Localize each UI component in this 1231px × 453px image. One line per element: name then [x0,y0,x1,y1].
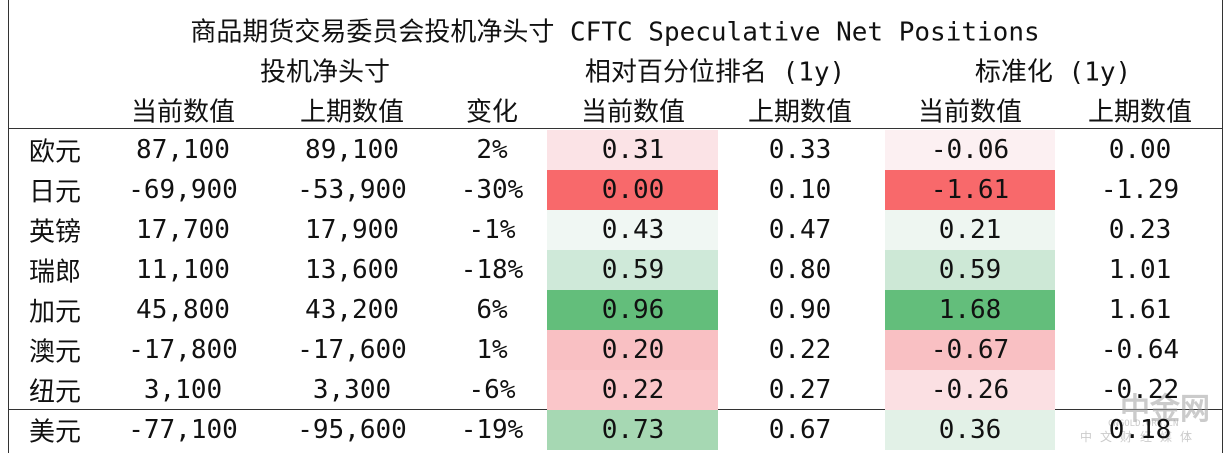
table-cell: 6% [476,295,508,325]
row-label: 日元 [28,177,82,208]
table-cell: 0.00 [1108,135,1172,165]
table-cell: 0.59 [938,255,1002,285]
row-label: 纽元 [28,377,82,408]
table-cell: -0.26 [930,375,1010,405]
table-cell: 0.33 [768,135,832,165]
table-cell: 17,900 [305,215,399,245]
column-header: 上期数值 [1087,97,1193,128]
table-cell: 0.18 [1108,415,1172,445]
table-cell: -1.29 [1100,175,1180,205]
heat-cell [885,290,1055,330]
group-header: 投机净头寸 [259,57,391,88]
table-cell: 0.43 [601,215,665,245]
group-header: 标准化 (1y) [974,57,1132,88]
left-border [8,0,9,453]
right-border [1222,0,1223,453]
table-cell: -1% [468,215,516,245]
table-cell: 13,600 [305,255,399,285]
table-cell: 0.36 [938,415,1002,445]
table-cell: -17,800 [128,335,238,365]
column-header: 当前数值 [580,97,686,128]
heat-cell [547,170,718,210]
heat-cell [547,250,718,290]
table-cell: 1% [476,335,508,365]
row-label: 加元 [28,297,82,328]
table-cell: -0.67 [930,335,1010,365]
table-cell: 0.22 [768,335,832,365]
heat-cell [885,370,1055,410]
heat-cell [885,170,1055,210]
row-label: 欧元 [28,137,82,168]
title: 商品期货交易委员会投机净头寸 CFTC Speculative Net Posi… [190,17,1040,48]
row-label: 英镑 [28,217,82,248]
table-cell: 0.31 [601,135,665,165]
watermark-brand: 中金网 [1120,392,1210,427]
table-cell: 1.61 [1108,295,1172,325]
watermark-tagline: 中文财经媒体 [1080,430,1201,444]
table-cell: -6% [468,375,516,405]
table-cell: 89,100 [305,135,399,165]
table-cell: 0.59 [601,255,665,285]
column-header: 变化 [465,97,519,128]
column-header: 上期数值 [299,97,405,128]
table-cell: 0.20 [601,335,665,365]
heat-cell [547,370,718,410]
heat-cell [885,210,1055,250]
table-cell: 0.90 [768,295,832,325]
table-cell: 1.01 [1108,255,1172,285]
table-cell: 0.23 [1108,215,1172,245]
table-cell: -53,900 [297,175,407,205]
table-cell: -0.06 [930,135,1010,165]
heat-cell [885,130,1055,170]
heat-cell [885,250,1055,290]
row-label: 美元 [28,417,82,448]
table-cell: 17,700 [136,215,230,245]
table-cell: 0.22 [601,375,665,405]
table-cell: 0.47 [768,215,832,245]
row-label: 澳元 [28,337,82,368]
heat-cell [547,210,718,250]
row-label: 瑞郎 [28,257,82,288]
table-cell: 0.96 [601,295,665,325]
column-header: 当前数值 [130,97,236,128]
table-cell: 0.21 [938,215,1002,245]
table-cell: -18% [460,255,524,285]
heat-cell [885,410,1055,450]
table-cell: 0.73 [601,415,665,445]
table-cell: 0.27 [768,375,832,405]
heat-cell [547,330,718,370]
heat-cell [547,290,718,330]
table-cell: 11,100 [136,255,230,285]
table-cell: 0.80 [768,255,832,285]
column-header: 当前数值 [917,97,1023,128]
column-header: 上期数值 [747,97,853,128]
table-cell: 2% [476,135,508,165]
table-cell: -77,100 [128,415,238,445]
table-cell: 0.10 [768,175,832,205]
table-cell: -17,600 [297,335,407,365]
heat-cell [547,410,718,450]
table-cell: -30% [460,175,524,205]
table-cell: 87,100 [136,135,230,165]
table-cell: -19% [460,415,524,445]
heat-cell [885,330,1055,370]
heat-cell [547,130,718,170]
table-cell: 1.68 [938,295,1002,325]
table-cell: 3,100 [143,375,223,405]
table-cell: 0.00 [601,175,665,205]
table-cell: 45,800 [136,295,230,325]
table-cell: -0.22 [1100,375,1180,405]
table-cell: -0.64 [1100,335,1180,365]
table-cell: -95,600 [297,415,407,445]
watermark-site: CNGOLD.ORG.CN [1108,419,1179,429]
header-rule [8,128,1223,129]
table-cell: -1.61 [930,175,1010,205]
table-cell: 43,200 [305,295,399,325]
table-cell: 3,300 [312,375,392,405]
group-header: 相对百分位排名 (1y) [584,57,846,88]
table-cell: 0.67 [768,415,832,445]
table-cell: -69,900 [128,175,238,205]
